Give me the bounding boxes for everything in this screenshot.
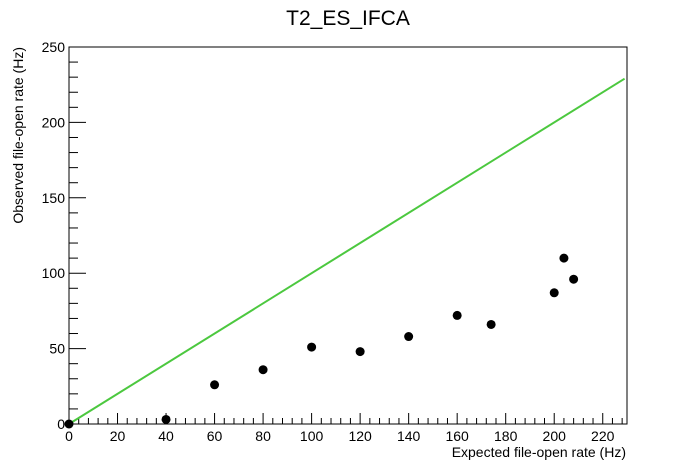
- data-point: [210, 380, 220, 390]
- x-tick-label: 220: [591, 428, 615, 444]
- data-point: [404, 332, 414, 342]
- x-tick-label: 160: [445, 428, 469, 444]
- y-tick-label: 200: [42, 114, 66, 130]
- plot-frame: [68, 46, 628, 425]
- x-tick-label: 140: [397, 428, 421, 444]
- y-tick-label: 100: [42, 265, 66, 281]
- x-tick-label: 80: [255, 428, 271, 444]
- x-axis-label: Expected file-open rate (Hz): [452, 444, 626, 460]
- data-point: [258, 365, 268, 375]
- reference-line: [68, 77, 626, 425]
- data-point: [569, 274, 579, 284]
- x-tick-label: 200: [543, 428, 567, 444]
- y-tick-label: 0: [57, 416, 65, 432]
- reference-line-layer: [68, 77, 626, 425]
- data-point: [549, 288, 559, 298]
- data-point: [559, 253, 569, 263]
- x-axis-ticks: 0 20 40 60 80 100 120 140 160 180 200 220: [65, 413, 623, 444]
- x-tick-label: 60: [207, 428, 223, 444]
- x-tick-label: 20: [110, 428, 126, 444]
- x-tick-label: 100: [300, 428, 324, 444]
- data-point: [355, 347, 365, 357]
- y-axis-label: Observed file-open rate (Hz): [10, 47, 26, 224]
- data-point: [64, 419, 74, 429]
- data-point: [452, 310, 462, 320]
- x-tick-label: 120: [348, 428, 372, 444]
- y-axis-ticks: 0 50 100 150 200 250: [42, 39, 86, 432]
- data-point: [486, 319, 496, 329]
- x-tick-label: 180: [494, 428, 518, 444]
- y-tick-label: 150: [42, 190, 66, 206]
- chart-title: T2_ES_IFCA: [286, 7, 410, 30]
- data-point: [161, 414, 171, 424]
- x-tick-label: 0: [65, 428, 73, 444]
- x-tick-label: 40: [158, 428, 174, 444]
- y-tick-label: 250: [42, 39, 66, 55]
- data-point: [307, 342, 317, 352]
- data-points-layer: [64, 253, 579, 429]
- y-tick-label: 50: [49, 341, 65, 357]
